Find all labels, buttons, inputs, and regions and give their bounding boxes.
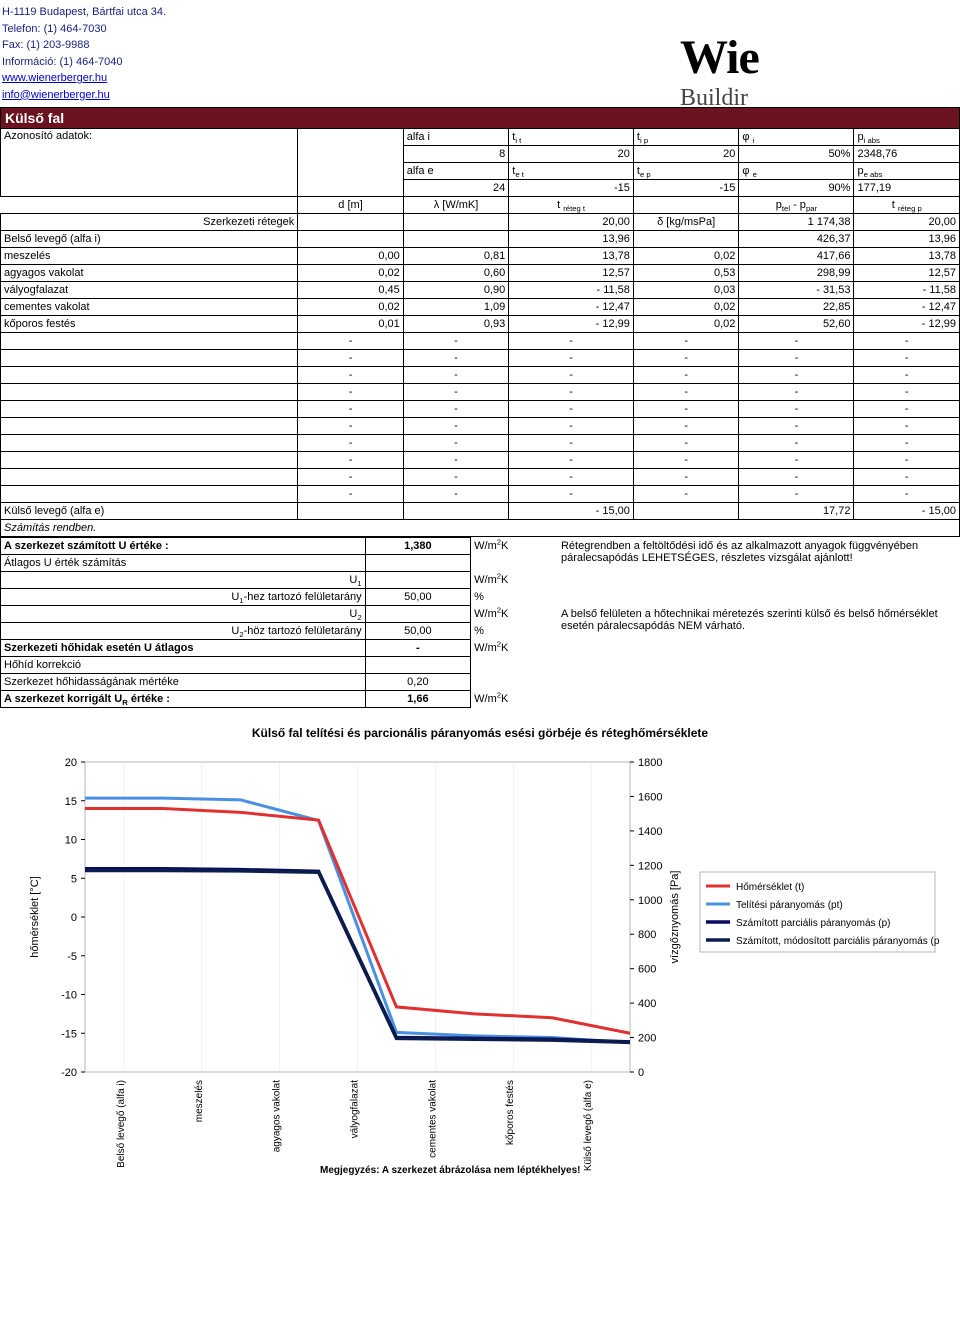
szamitas: Számítás rendben. (1, 520, 960, 537)
svg-text:Hőmérséklet (t): Hőmérséklet (t) (736, 882, 804, 893)
svg-text:1800: 1800 (638, 757, 662, 769)
svg-text:kőporos festés: kőporos festés (505, 1080, 516, 1145)
h: ti p (633, 129, 738, 146)
sidenote-1: Rétegrendben a feltöltődési idő és az al… (557, 538, 960, 606)
svg-text:Számított parciális páranyomás: Számított parciális páranyomás (p) (736, 918, 891, 929)
logo: Wie Buildir (680, 30, 960, 110)
h: alfa i (403, 129, 508, 146)
svg-text:-10: -10 (61, 990, 77, 1002)
param-row: Azonosító adatok: alfa i ti t ti p φ i p… (1, 129, 960, 146)
h: φ i (739, 129, 854, 146)
svg-text:Telítési páranyomás (pt): Telítési páranyomás (pt) (736, 900, 843, 911)
table-row: Hőhíd korrekció (1, 657, 960, 674)
svg-text:5: 5 (71, 873, 77, 885)
svg-text:Külső levegő (alfa e): Külső levegő (alfa e) (583, 1080, 594, 1171)
table-row: ------ (1, 469, 960, 486)
table-row: A szerkezet korrigált UR értéke :1,66W/m… (1, 691, 960, 708)
svg-text:meszelés: meszelés (194, 1080, 205, 1122)
szerk-row: Szerkezeti rétegek 20,00 δ [kg/msPa] 1 1… (1, 214, 960, 231)
svg-text:-5: -5 (67, 951, 77, 963)
svg-text:Belső levegő (alfa i): Belső levegő (alfa i) (116, 1080, 127, 1168)
svg-text:0: 0 (71, 912, 77, 924)
svg-text:1600: 1600 (638, 791, 662, 803)
table-row: meszelés0,000,8113,780,02417,6613,78 (1, 248, 960, 265)
svg-text:Számított, módosított parciáli: Számított, módosított parciális páranyom… (736, 936, 940, 947)
main-table: Külső fal Azonosító adatok: alfa i ti t … (0, 107, 960, 537)
table-row: ------ (1, 350, 960, 367)
svg-text:400: 400 (638, 998, 656, 1010)
chart-note: Megjegyzés: A szerkezet ábrázolása nem l… (320, 1165, 580, 1176)
table-row: Szerkezet hőhidasságának mértéke0,20 (1, 674, 960, 691)
address: H-1119 Budapest, Bártfai utca 34. (2, 4, 960, 21)
table-row: ------ (1, 452, 960, 469)
d-row: d [m] λ [W/mK] t réteg t ptel - ppar t r… (1, 197, 960, 214)
kulso-row: Külső levegő (alfa e) - 15,00 17,72 - 15… (1, 503, 960, 520)
table-row: kőporos festés0,010,93- 12,990,0252,60- … (1, 316, 960, 333)
svg-text:vályogfalazat: vályogfalazat (350, 1080, 361, 1139)
h: pi abs (854, 129, 960, 146)
svg-text:0: 0 (638, 1067, 644, 1079)
chart: 20 15 10 5 0 -5 -10 -15 -20 1800 1600 1400 1200 1000 8… (20, 752, 940, 1172)
title-bar: Külső fal (1, 108, 960, 129)
table-row: U2W/m2KA belső felületen a hőtechnikai m… (1, 606, 960, 623)
svg-text:20: 20 (65, 757, 77, 769)
table-row: cementes vakolat0,021,09- 12,470,0222,85… (1, 299, 960, 316)
svg-text:-20: -20 (61, 1067, 77, 1079)
table-row: ------ (1, 418, 960, 435)
table-row: ------ (1, 401, 960, 418)
svg-text:15: 15 (65, 796, 77, 808)
svg-text:200: 200 (638, 1033, 656, 1045)
svg-text:600: 600 (638, 964, 656, 976)
svg-text:-15: -15 (61, 1028, 77, 1040)
table-row: ------ (1, 367, 960, 384)
svg-text:agyagos vakolat: agyagos vakolat (272, 1080, 283, 1152)
svg-text:10: 10 (65, 835, 77, 847)
table-row: ------ (1, 486, 960, 503)
table-row: vályogfalazat0,450,90- 11,580,03- 31,53-… (1, 282, 960, 299)
email-link[interactable]: info@wienerberger.hu (2, 89, 110, 101)
azonosito-label: Azonosító adatok: (1, 129, 298, 197)
svg-text:cementes vakolat: cementes vakolat (427, 1080, 438, 1158)
table-row: ------ (1, 435, 960, 452)
sidenote-2: A belső felületen a hőtechnikai méretezé… (557, 606, 960, 657)
table-row: A szerkezet számított U értéke :1,380W/m… (1, 538, 960, 555)
svg-text:hőmérséklet [°C]: hőmérséklet [°C] (29, 876, 41, 957)
svg-text:vízgőznyomás [Pa]: vízgőznyomás [Pa] (669, 871, 681, 964)
table-row: ------ (1, 384, 960, 401)
calc-table: A szerkezet számított U értéke :1,380W/m… (0, 537, 960, 708)
svg-text:1000: 1000 (638, 895, 662, 907)
table-row: agyagos vakolat0,020,6012,570,53298,9912… (1, 265, 960, 282)
svg-text:1200: 1200 (638, 860, 662, 872)
svg-text:1400: 1400 (638, 826, 662, 838)
url-link[interactable]: www.wienerberger.hu (2, 72, 107, 84)
svg-text:800: 800 (638, 929, 656, 941)
table-row: ------ (1, 333, 960, 350)
chart-title: Külső fal telítési és parcionális párany… (0, 726, 960, 740)
h: ti t (509, 129, 634, 146)
table-row: Belső levegő (alfa i)13,96426,3713,96 (1, 231, 960, 248)
